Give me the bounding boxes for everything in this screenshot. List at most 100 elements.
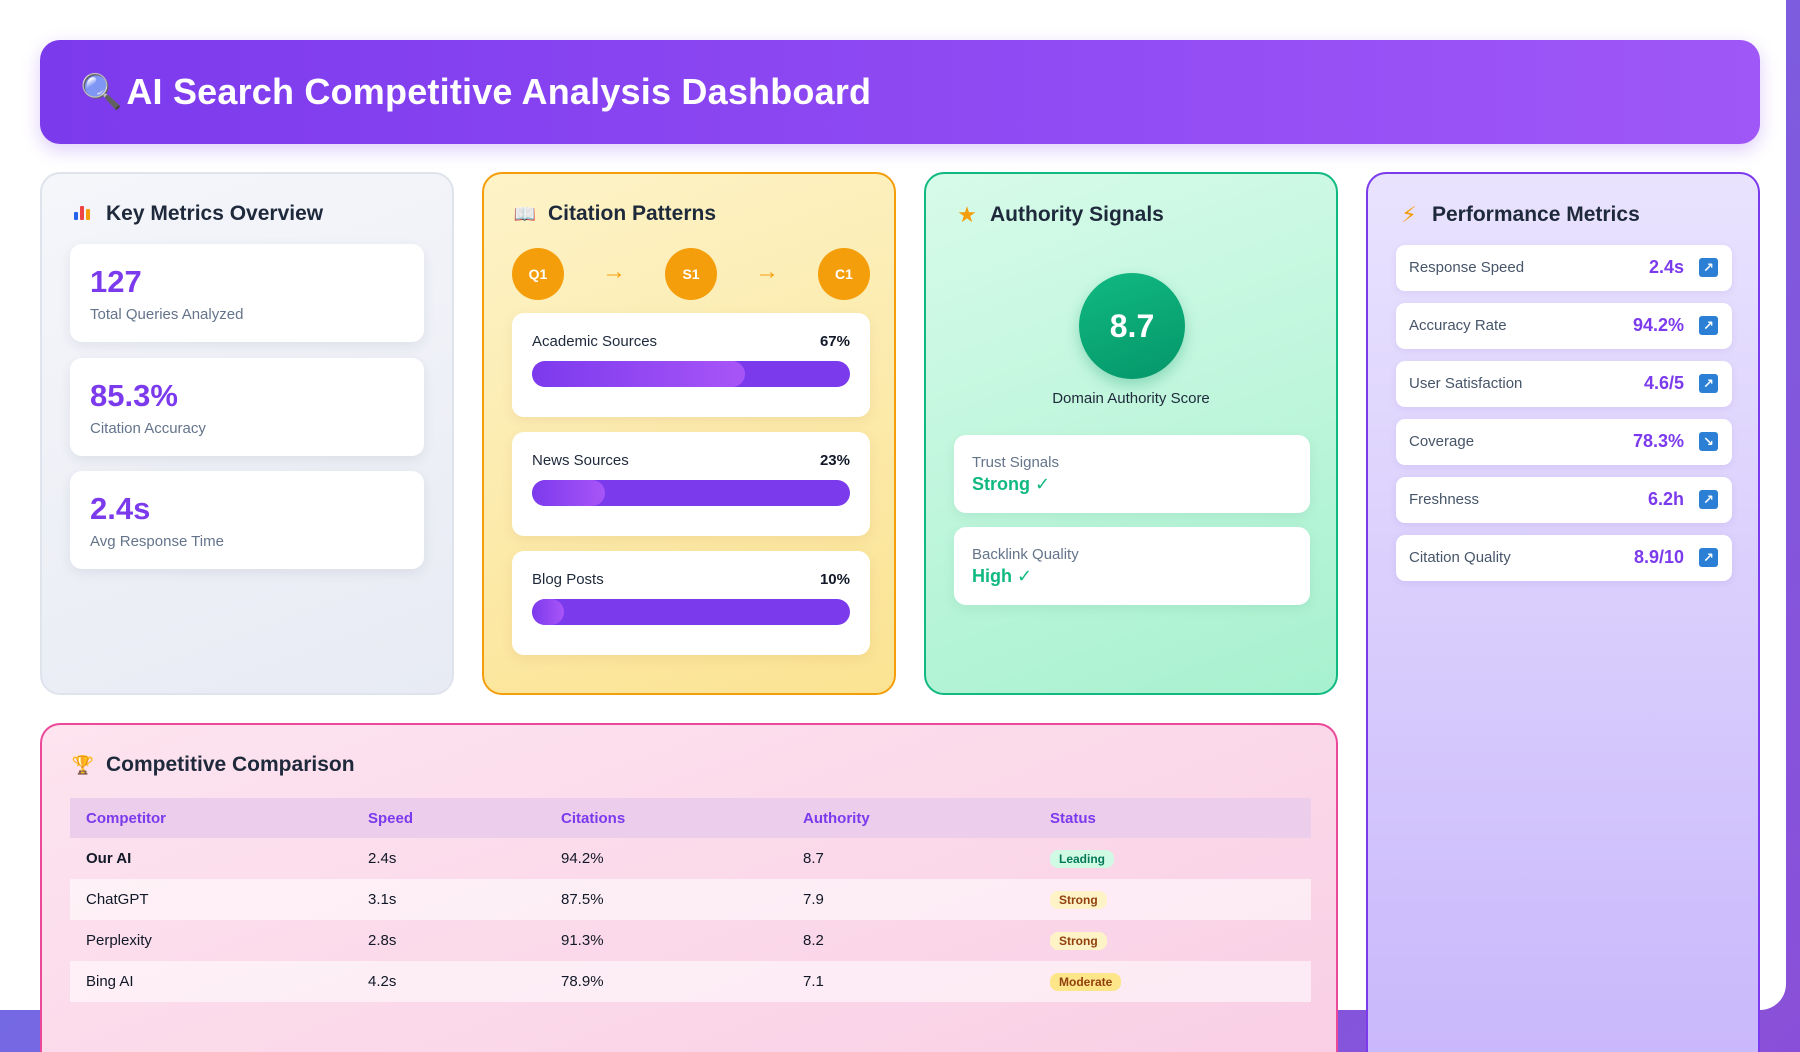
perf-value: 4.6/5 [1643, 373, 1684, 393]
metric-label: Avg Response Time [90, 533, 224, 550]
cell-competitor: Bing AI [70, 961, 352, 1002]
panel-title: 🏆 Competitive Comparison [71, 753, 355, 776]
book-icon: 📖 [513, 203, 537, 224]
competitive-comparison-panel: 🏆 Competitive Comparison Competitor Spee… [40, 723, 1338, 1052]
signal-label: Trust Signals [972, 454, 1059, 471]
column-header: Status [1034, 798, 1311, 838]
authority-score-label: Domain Authority Score [1052, 390, 1210, 407]
perf-label: User Satisfaction [1409, 375, 1523, 392]
table-header-row: Competitor Speed Citations Authority Sta… [70, 798, 1311, 838]
flow-node-source: S1 [665, 248, 717, 300]
table-row: Perplexity 2.8s 91.3% 8.2 Strong [70, 920, 1311, 961]
cell-speed: 2.4s [368, 850, 397, 867]
authority-signals-panel: ★ Authority Signals 8.7 Domain Authority… [924, 172, 1338, 695]
flow-node-query: Q1 [512, 248, 564, 300]
dashboard-header: 🔍 AI Search Competitive Analysis Dashboa… [40, 40, 1760, 144]
arrow-right-icon: → [602, 258, 626, 285]
citation-patterns-panel: 📖 Citation Patterns Q1 → S1 → C1 Academi… [482, 172, 896, 695]
metric-value: 2.4s [90, 491, 151, 526]
performance-metrics-panel: ⚡ Performance Metrics Response Speed 2.4… [1366, 172, 1760, 1052]
trend-up-icon: ↗ [1699, 258, 1718, 277]
trend-up-icon: ↗ [1699, 374, 1718, 393]
status-badge: Strong [1050, 890, 1107, 909]
flow-node-citation: C1 [818, 248, 870, 300]
progress-bar [532, 361, 850, 387]
cell-status: Leading [1034, 838, 1311, 879]
column-header: Authority [787, 798, 1034, 838]
trend-up-icon: ↗ [1699, 490, 1718, 509]
progress-fill [532, 599, 564, 625]
panel-title: ⚡ Performance Metrics [1396, 202, 1640, 228]
perf-row-user-satisfaction: User Satisfaction 4.6/5 ↗ [1396, 361, 1732, 407]
signal-label: Backlink Quality [972, 546, 1079, 563]
panel-title: ★ Authority Signals [954, 202, 1164, 228]
status-badge: Leading [1050, 849, 1115, 868]
magnifier-icon: 🔍 [80, 73, 123, 111]
perf-label: Coverage [1409, 433, 1475, 450]
key-metrics-panel: Key Metrics Overview 127 Total Queries A… [40, 172, 454, 695]
status-badge: Strong [1050, 931, 1107, 950]
source-name: Academic Sources [532, 333, 658, 350]
table-row: ChatGPT 3.1s 87.5% 7.9 Strong [70, 879, 1311, 920]
trend-up-icon: ↗ [1699, 316, 1718, 335]
panel-title: 📖 Citation Patterns [513, 202, 717, 225]
perf-label: Citation Quality [1409, 549, 1511, 566]
metric-value: 85.3% [90, 378, 178, 413]
source-name: News Sources [532, 452, 629, 469]
source-name: Blog Posts [532, 571, 604, 588]
comparison-table: Competitor Speed Citations Authority Sta… [70, 798, 1311, 1002]
authority-score: 8.7 [1079, 273, 1185, 379]
trend-down-icon: ↘ [1699, 432, 1718, 451]
source-percent: 10% [819, 571, 850, 588]
perf-value: 8.9/10 [1633, 547, 1684, 567]
progress-fill [532, 361, 746, 387]
cell-status: Moderate [1034, 961, 1311, 1002]
panel-title: Key Metrics Overview [70, 202, 323, 226]
cell-status: Strong [1034, 879, 1311, 920]
source-card-news: News Sources 23% [512, 432, 870, 536]
cell-competitor: Perplexity [86, 932, 152, 949]
cell-authority: 7.1 [787, 961, 1034, 1002]
table-row: Our AI 2.4s 94.2% 8.7 Leading [70, 838, 1311, 879]
metric-label: Citation Accuracy [90, 420, 206, 437]
perf-label: Accuracy Rate [1409, 317, 1507, 334]
source-percent: 67% [819, 333, 850, 350]
lightning-icon: ⚡ [1401, 202, 1417, 227]
status-badge: Moderate [1050, 972, 1122, 991]
cell-authority: 7.9 [787, 879, 1034, 920]
perf-row-accuracy-rate: Accuracy Rate 94.2% ↗ [1396, 303, 1732, 349]
signal-card-trust: Trust Signals Strong ✓ [954, 435, 1310, 513]
page-title: AI Search Competitive Analysis Dashboard [126, 71, 872, 112]
bar-chart-icon [70, 204, 96, 225]
column-header: Citations [545, 798, 787, 838]
source-percent: 23% [819, 452, 850, 469]
trend-up-icon: ↗ [1699, 548, 1718, 567]
perf-row-coverage: Coverage 78.3% ↘ [1396, 419, 1732, 465]
cell-authority: 8.7 [803, 850, 824, 867]
progress-bar [532, 599, 850, 625]
metric-label: Total Queries Analyzed [90, 306, 244, 323]
cell-authority: 8.2 [803, 932, 824, 949]
metric-card-citation-accuracy: 85.3% Citation Accuracy [70, 358, 424, 456]
cell-citations: 94.2% [561, 850, 604, 867]
source-card-academic: Academic Sources 67% [512, 313, 870, 417]
metric-value: 127 [90, 264, 142, 299]
perf-value: 2.4s [1648, 257, 1684, 277]
citation-flow: Q1 → S1 → C1 [512, 248, 870, 300]
cell-citations: 91.3% [561, 932, 604, 949]
table-row: Bing AI 4.2s 78.9% 7.1 Moderate [70, 961, 1311, 1002]
progress-fill [532, 480, 606, 506]
cell-citations: 78.9% [545, 961, 787, 1002]
perf-value: 78.3% [1632, 431, 1684, 451]
perf-row-response-speed: Response Speed 2.4s ↗ [1396, 245, 1732, 291]
perf-row-freshness: Freshness 6.2h ↗ [1396, 477, 1732, 523]
cell-speed: 3.1s [352, 879, 545, 920]
cell-speed: 2.8s [368, 932, 397, 949]
cell-speed: 4.2s [352, 961, 545, 1002]
cell-citations: 87.5% [545, 879, 787, 920]
perf-row-citation-quality: Citation Quality 8.9/10 ↗ [1396, 535, 1732, 581]
perf-value: 94.2% [1632, 315, 1684, 335]
signal-card-backlink: Backlink Quality High ✓ [954, 527, 1310, 605]
arrow-right-icon: → [755, 258, 779, 285]
star-icon: ★ [957, 202, 977, 227]
